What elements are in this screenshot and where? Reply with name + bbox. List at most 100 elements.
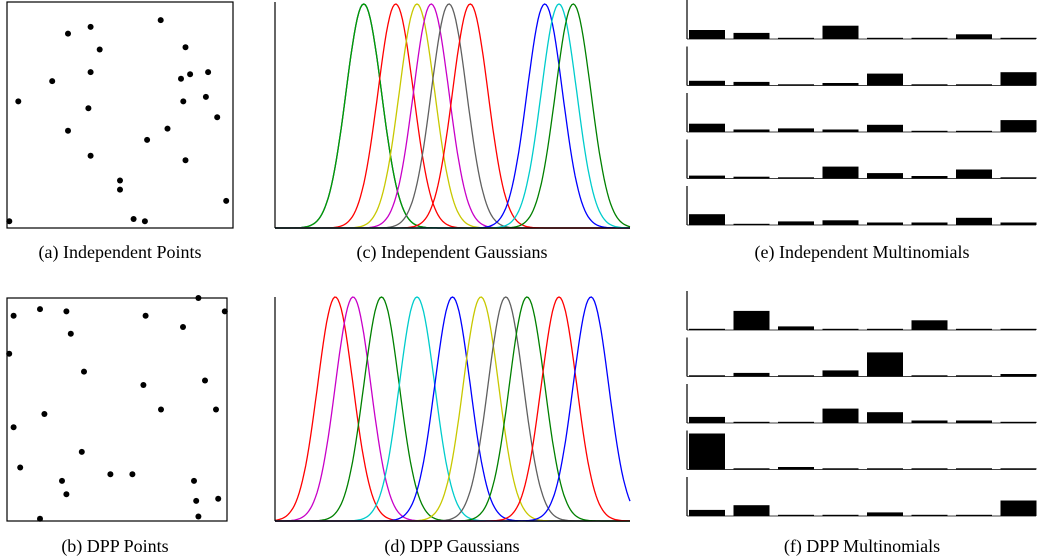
- point-a-18: [87, 152, 94, 159]
- panel-c-independent-gaussians: (c) Independent Gaussians: [274, 2, 631, 263]
- bar-f-3-3: [822, 468, 859, 470]
- panel-b-frame: [6, 297, 228, 522]
- point-a-24: [130, 216, 137, 222]
- bar-e-0-6: [956, 34, 992, 39]
- bar-e-1-5: [911, 84, 948, 86]
- bar-f-0-7: [1000, 328, 1037, 330]
- point-b-6: [180, 324, 186, 330]
- bar-f-4-7: [1000, 500, 1037, 516]
- point-a-0: [65, 30, 71, 37]
- curve-d-4: [275, 296, 630, 522]
- caption-a: (a) Independent Points: [39, 242, 202, 263]
- bar-f-2-1: [733, 421, 770, 423]
- bar-e-4-1: [733, 223, 770, 225]
- point-b-25: [37, 515, 43, 522]
- bar-f-3-1: [733, 468, 770, 470]
- bar-e-0-7: [1000, 37, 1037, 39]
- point-b-1: [10, 312, 17, 319]
- bar-f-3-7: [1000, 468, 1037, 470]
- point-a-16: [164, 125, 171, 132]
- bar-e-1-2: [778, 84, 814, 86]
- bar-f-4-0: [689, 509, 725, 516]
- point-b-19: [107, 471, 114, 478]
- bar-e-2-1: [733, 129, 770, 132]
- point-a-7: [87, 69, 94, 76]
- bar-e-0-1: [733, 32, 770, 39]
- bar-f-1-3: [822, 370, 859, 377]
- point-a-1: [87, 23, 94, 30]
- point-a-6: [49, 78, 56, 85]
- bar-e-4-5: [911, 222, 948, 225]
- bar-e-2-2: [778, 128, 814, 132]
- point-a-10: [205, 69, 212, 76]
- bar-f-1-6: [956, 375, 992, 377]
- bar-f-2-2: [778, 421, 814, 423]
- point-b-14: [41, 411, 48, 417]
- point-b-3: [63, 308, 70, 315]
- panel-a-points: [6, 17, 230, 225]
- bar-e-4-2: [778, 221, 814, 225]
- caption-d: (d) DPP Gaussians: [384, 536, 519, 557]
- point-a-20: [117, 177, 123, 184]
- point-a-21: [117, 186, 123, 193]
- panel-a-independent-points: (a) Independent Points: [6, 1, 234, 263]
- point-b-12: [158, 406, 164, 413]
- panel-d-dpp-gaussians: (d) DPP Gaussians: [274, 296, 631, 557]
- bar-e-4-6: [956, 217, 992, 225]
- curve-d-9: [275, 296, 631, 522]
- curve-c-4: [275, 3, 630, 229]
- point-a-8: [187, 71, 194, 78]
- point-a-3: [96, 46, 103, 53]
- bar-e-1-6: [956, 84, 992, 86]
- bar-e-3-1: [733, 176, 770, 179]
- curve-d-6: [275, 296, 630, 522]
- point-b-0: [195, 295, 202, 301]
- point-b-2: [37, 306, 43, 313]
- bar-e-2-7: [1000, 120, 1037, 132]
- panel-f-bars: [686, 291, 1037, 517]
- point-b-8: [6, 350, 13, 357]
- bar-e-1-0: [689, 80, 725, 86]
- bar-e-2-5: [911, 130, 948, 132]
- bar-f-0-3: [822, 328, 859, 330]
- point-b-23: [193, 497, 200, 504]
- bar-f-1-1: [733, 372, 770, 377]
- bar-e-4-7: [1000, 222, 1037, 225]
- caption-e: (e) Independent Multinomials: [755, 242, 970, 263]
- bar-e-0-0: [689, 30, 725, 39]
- point-b-15: [10, 424, 17, 431]
- bar-f-1-2: [778, 375, 814, 377]
- bar-e-1-4: [867, 73, 903, 86]
- bar-f-4-6: [956, 514, 992, 516]
- bar-f-1-7: [1000, 374, 1037, 377]
- bar-e-3-6: [956, 169, 992, 179]
- bar-f-1-0: [689, 375, 725, 377]
- bar-e-3-7: [1000, 177, 1037, 179]
- point-b-17: [17, 464, 24, 471]
- panel-a-frame: [6, 1, 234, 229]
- caption-f: (f) DPP Multinomials: [784, 536, 940, 557]
- point-a-12: [202, 93, 209, 100]
- bar-e-0-2: [778, 37, 814, 39]
- bar-e-1-3: [822, 83, 859, 86]
- point-b-13: [213, 406, 219, 413]
- bar-e-3-4: [867, 173, 903, 179]
- bar-e-3-5: [911, 176, 948, 179]
- point-a-25: [141, 218, 148, 225]
- bar-e-4-4: [867, 222, 903, 225]
- bar-f-3-0: [689, 433, 725, 470]
- bar-f-0-0: [689, 328, 725, 330]
- bar-e-4-0: [689, 214, 725, 225]
- point-a-17: [144, 136, 151, 143]
- bar-e-0-3: [822, 25, 859, 39]
- bar-e-2-0: [689, 123, 725, 132]
- bar-f-2-4: [867, 412, 903, 423]
- bar-e-3-3: [822, 166, 859, 179]
- point-a-22: [223, 197, 230, 204]
- point-b-21: [191, 477, 197, 484]
- bar-f-4-1: [733, 505, 770, 516]
- caption-c: (c) Independent Gaussians: [357, 242, 548, 263]
- point-b-4: [221, 308, 228, 315]
- bar-f-2-3: [822, 408, 859, 423]
